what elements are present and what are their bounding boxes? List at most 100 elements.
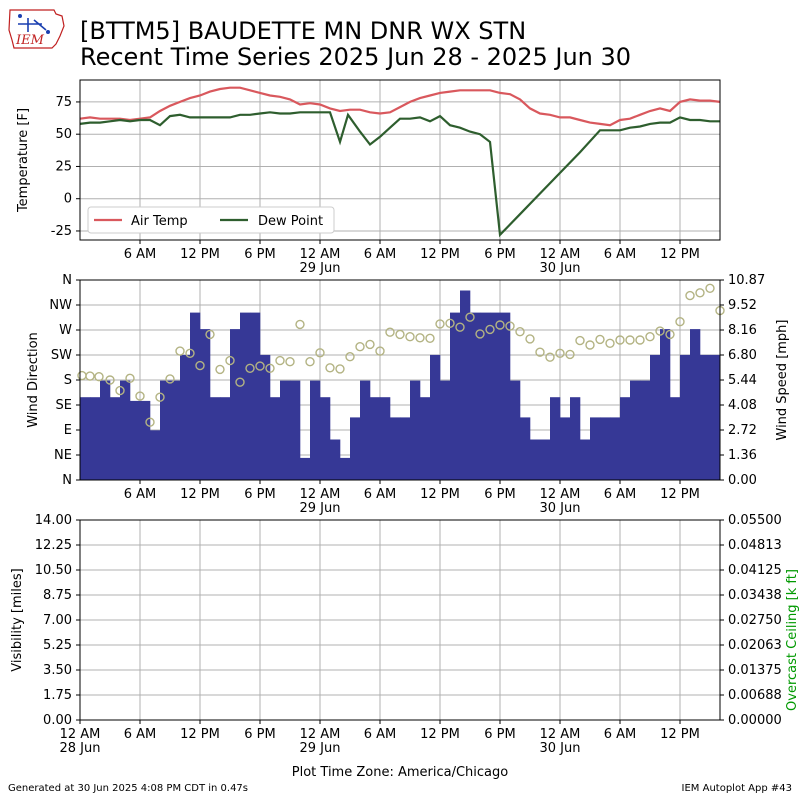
wind-speed-bar (400, 417, 411, 480)
y2-tick-label: 0.00000 (728, 713, 782, 728)
wind-speed-bar (220, 397, 231, 480)
wind-speed-bar (210, 397, 221, 480)
wind-speed-bar (390, 417, 401, 480)
y2-tick-label: 0.00 (728, 473, 757, 488)
wind-direction-point (495, 320, 505, 330)
wind-direction-point (155, 392, 165, 402)
x-tick-label: 12 PM (660, 487, 700, 502)
y2-axis-label: Overcast Ceiling [k ft] (785, 569, 800, 711)
wind-direction-point (685, 290, 695, 301)
wind-speed-bar (590, 417, 601, 480)
wind-direction-point (535, 347, 545, 357)
y-tick-label: NW (49, 298, 72, 313)
x-tick-label: 12 PM (660, 727, 700, 742)
wind-direction-point (115, 385, 125, 396)
y2-tick-label: 0.03438 (728, 588, 782, 603)
wind-direction-point (585, 340, 595, 350)
y2-tick-label: 0.04125 (728, 563, 782, 578)
x-tick-label: 6 PM (244, 487, 275, 502)
air-temp-line (79, 86, 721, 127)
wind-direction-point (195, 360, 205, 371)
wind-speed-bar (140, 400, 151, 480)
y-tick-label: 10.50 (35, 563, 72, 578)
wind-speed-bar (430, 354, 441, 480)
y-tick-label: 7.00 (43, 613, 72, 628)
x-tick-label: 12 PM (180, 487, 220, 502)
y-axis-label: Wind Direction (26, 332, 41, 428)
wind-direction-point (365, 339, 375, 350)
wind-direction-point (465, 312, 475, 322)
wind-speed-bar (660, 329, 671, 480)
y2-tick-label: 0.02063 (728, 638, 782, 653)
wind-speed-bar (570, 397, 581, 480)
y-tick-label: 14.00 (35, 513, 72, 528)
y2-tick-label: 5.44 (728, 373, 757, 388)
y-tick-label: 0.00 (43, 713, 72, 728)
wind-speed-bar (420, 397, 431, 480)
wind-direction-point (345, 352, 355, 362)
wind-direction-point (545, 352, 555, 362)
y2-axis-label: Wind Speed [mph] (775, 320, 790, 441)
wind-speed-bar (500, 312, 511, 480)
wind-direction-point (275, 355, 285, 366)
wind-speed-bar (630, 380, 641, 480)
wind-direction-point (94, 372, 104, 382)
wind-speed-bar (460, 290, 471, 480)
y-tick-label: E (64, 423, 72, 438)
y-tick-label: 5.25 (43, 638, 72, 653)
wind-direction-point (635, 335, 645, 345)
y2-tick-label: 0.00688 (728, 688, 782, 703)
wind-direction-point (375, 346, 385, 356)
x-tick-label: 30 Jun (540, 501, 581, 516)
wind-speed-bar (170, 380, 181, 480)
wind-direction-point (395, 329, 405, 340)
wind-speed-bar (120, 380, 131, 480)
y-tick-label: 75 (55, 95, 72, 110)
wind-direction-point (77, 370, 87, 381)
y2-tick-label: 0.04813 (728, 538, 782, 553)
wind-speed-bar (480, 312, 491, 480)
y2-tick-label: 1.36 (728, 448, 757, 463)
wind-speed-bar (520, 417, 531, 480)
wind-speed-bar (610, 417, 621, 480)
wind-speed-bar (90, 397, 101, 480)
wind-direction-point (175, 346, 185, 356)
x-tick-label: 29 Jun (300, 501, 341, 516)
y-tick-label: 12.25 (35, 538, 72, 553)
legend-box (87, 206, 335, 234)
wind-direction-point (125, 373, 135, 383)
iem-logo: IEM (8, 9, 65, 49)
wind-speed-bar (650, 354, 661, 480)
x-tick-label: 12 AM (540, 727, 581, 742)
wind-direction-point (515, 327, 525, 337)
wind-speed-bar (250, 312, 261, 480)
wind-speed-bar (490, 312, 501, 480)
x-tick-label: 6 AM (604, 727, 637, 742)
wind-speed-bar (240, 312, 251, 480)
wind-speed-bar (160, 380, 171, 480)
wind-direction-point (295, 319, 305, 330)
wind-speed-bar (330, 439, 341, 480)
y-tick-label: -25 (51, 224, 72, 239)
x-tick-label: 6 AM (604, 487, 637, 502)
x-tick-label: 30 Jun (540, 741, 581, 756)
wind-speed-bar (200, 329, 211, 480)
y-tick-label: 3.50 (43, 663, 72, 678)
x-tick-label: 12 AM (300, 727, 341, 742)
x-tick-label: 6 PM (484, 487, 515, 502)
footer-generated: Generated at 30 Jun 2025 4:08 PM CDT in … (8, 783, 249, 794)
y-tick-label: N (62, 473, 72, 488)
y-tick-label: W (59, 323, 72, 338)
wind-speed-bar (620, 397, 631, 480)
wind-direction-point (335, 364, 345, 374)
x-tick-label: 12 PM (420, 727, 460, 742)
wind-direction-point (285, 357, 295, 367)
x-tick-label: 6 AM (364, 247, 397, 262)
y-tick-label: 8.75 (43, 588, 72, 603)
wind-direction-point (525, 334, 535, 344)
wind-speed-bar (320, 397, 331, 480)
x-tick-label: 6 AM (124, 247, 157, 262)
wind-direction-point (615, 335, 625, 345)
wind-direction-point (445, 318, 455, 328)
